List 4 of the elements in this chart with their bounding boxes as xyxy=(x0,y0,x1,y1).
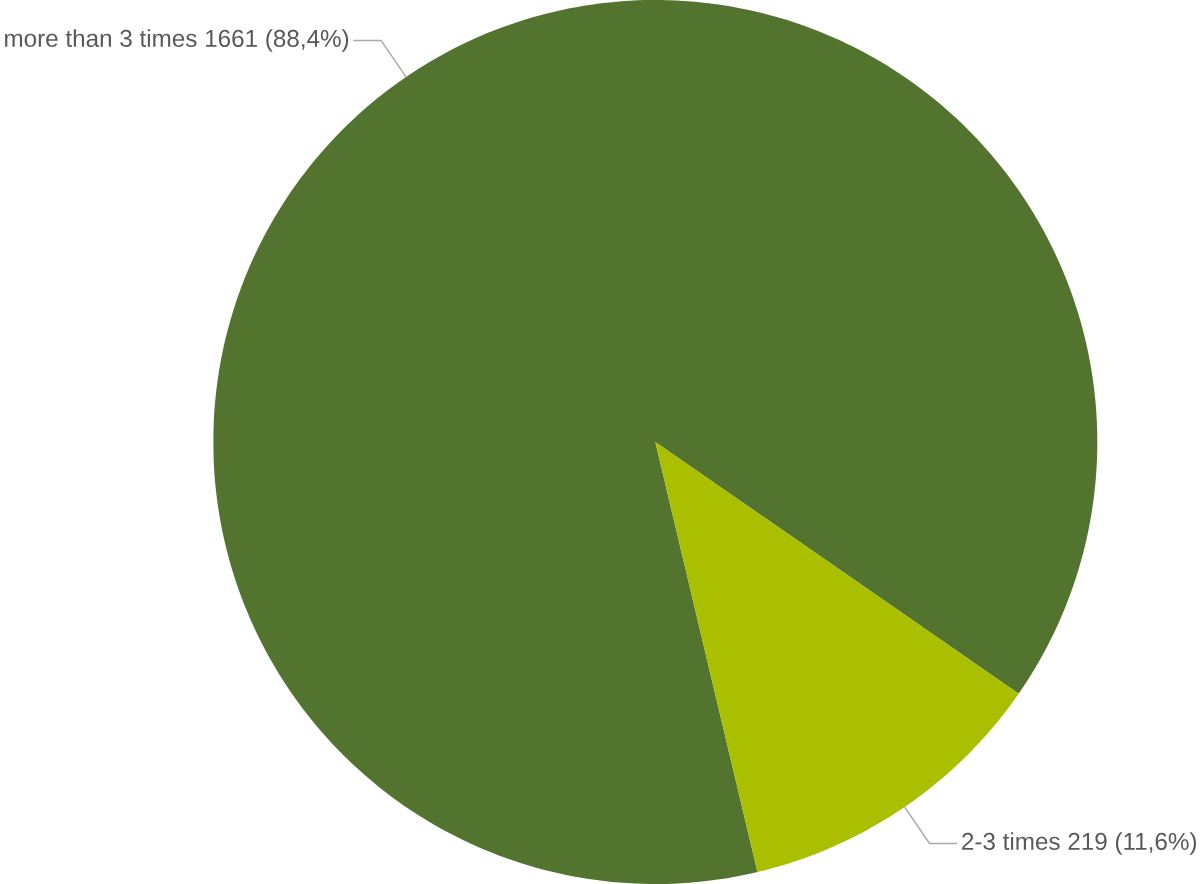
slice-label: more than 3 times xyxy=(5,29,197,47)
data-label: 219 (11,6%) xyxy=(1068,832,1197,855)
data-label: 1661 (88,4%) xyxy=(206,29,349,52)
slice-label: 2-3 times xyxy=(962,832,1060,851)
